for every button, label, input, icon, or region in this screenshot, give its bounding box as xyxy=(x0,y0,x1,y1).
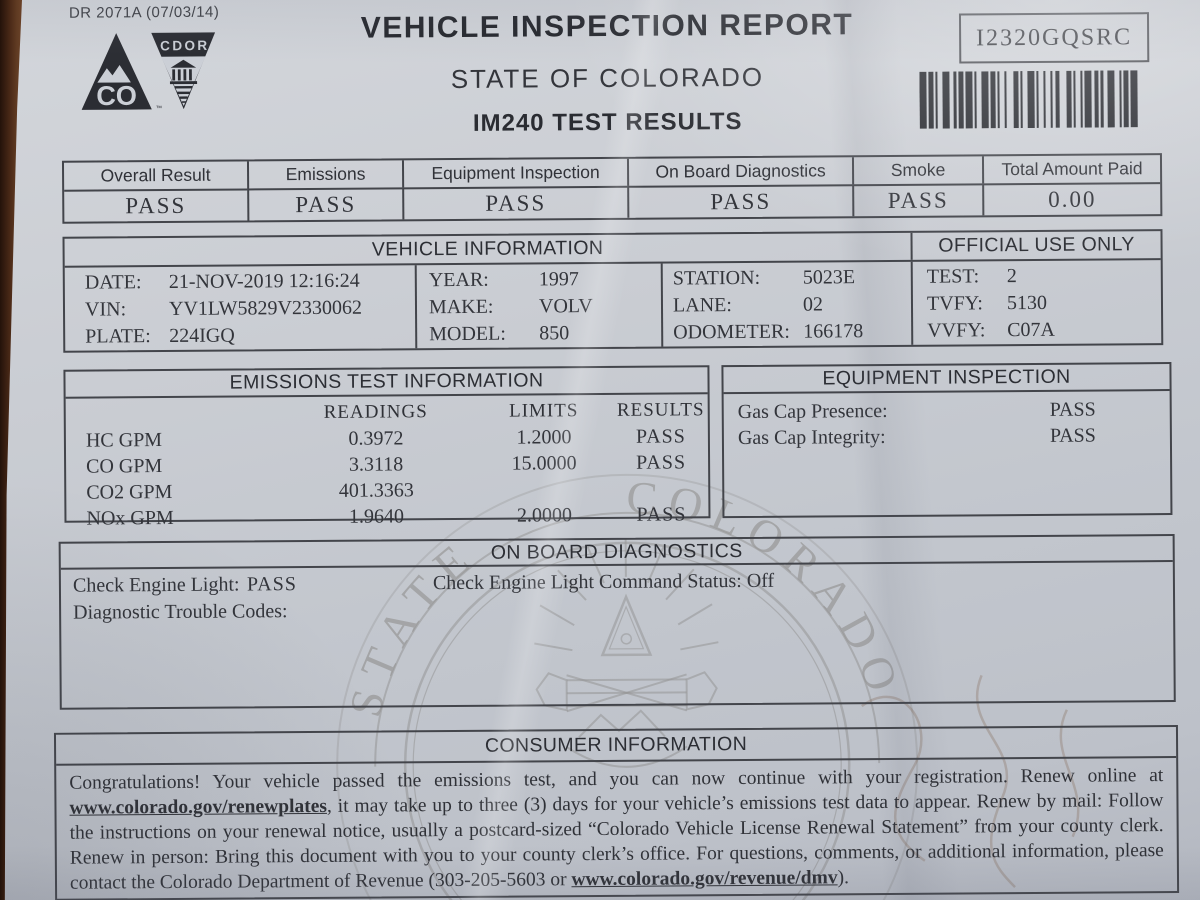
test-value: 2 xyxy=(1006,265,1017,288)
vvfy-label: VVFY: xyxy=(927,319,986,342)
emissions-result-value: PASS xyxy=(247,187,403,221)
amount-paid-value: 0.00 xyxy=(982,182,1161,216)
smoke-result-value: PASS xyxy=(852,183,983,217)
vin-label: VIN: xyxy=(84,298,127,321)
logo-co-text: CO xyxy=(96,80,137,111)
date-label: DATE: xyxy=(84,271,142,294)
official-use-section: TEST: 2 TVFY: 5130 VVFY: C07A xyxy=(913,260,1162,345)
results-col-amount: Total Amount Paid xyxy=(981,155,1161,184)
year-label: YEAR: xyxy=(428,268,489,292)
gas-cap-presence-row: Gas Cap Presence: PASS xyxy=(737,398,1096,424)
results-col-obd: On Board Diagnostics xyxy=(626,157,853,186)
lane-label: LANE: xyxy=(672,294,732,317)
emissions-row-nox: NOx GPM 1.9640 2.0000 PASS xyxy=(86,503,687,530)
station-label: STATION: xyxy=(672,266,761,290)
vvfy-value: C07A xyxy=(1007,318,1056,342)
vehicle-info-col-3: STATION: 5023E LANE: 02 ODOMETER: 166178 xyxy=(662,261,914,347)
report-title: VEHICLE INSPECTION REPORT xyxy=(360,8,854,45)
overall-result-value: PASS xyxy=(64,188,248,222)
plate-label: PLATE: xyxy=(85,325,151,348)
odometer-label: ODOMETER: xyxy=(673,320,790,344)
consumer-information-section: CONSUMER INFORMATION Congratulations! Yo… xyxy=(53,724,1180,900)
make-label: MAKE: xyxy=(428,295,494,319)
svg-text:™: ™ xyxy=(156,105,162,111)
model-value: 850 xyxy=(539,322,570,345)
obd-result-value: PASS xyxy=(627,184,853,218)
results-col-overall: Overall Result xyxy=(100,164,211,186)
limits-header: LIMITS xyxy=(508,400,579,422)
tvfy-value: 5130 xyxy=(1006,291,1048,315)
date-value: 21-NOV-2019 12:16:24 xyxy=(168,269,360,294)
obd-title: ON BOARD DIAGNOSTICS xyxy=(60,536,1173,570)
year-value: 1997 xyxy=(538,268,579,291)
vin-value: YV1LW5829V2330062 xyxy=(168,296,363,321)
link-revenue-dmv: www.colorado.gov/revenue/dmv xyxy=(571,867,838,891)
results-col-equipment: Equipment Inspection xyxy=(401,158,628,188)
consumer-text-3: ). xyxy=(837,867,850,889)
vehicle-info-col-1: DATE: 21-NOV-2019 12:16:24 VIN: YV1LW5829V… xyxy=(64,265,418,351)
readings-header: READINGS xyxy=(323,401,428,423)
report-id-box: I2320GQSRC xyxy=(958,12,1150,64)
cdor-logo-icon: CO CDOR ™ xyxy=(81,32,216,112)
results-value-row: PASS PASS PASS PASS PASS 0.00 xyxy=(64,182,1161,222)
check-engine-light-label: Check Engine Light: xyxy=(72,573,240,597)
vehicle-information-title: VEHICLE INFORMATION xyxy=(64,232,913,266)
equipment-inspection-title: EQUIPMENT INSPECTION xyxy=(723,364,1170,395)
results-header: RESULTS xyxy=(616,399,705,421)
vehicle-info-col-2: YEAR: 1997 MAKE: VOLV MODEL: 850 xyxy=(416,263,664,349)
gas-cap-integrity-value: PASS xyxy=(1049,424,1096,447)
gas-cap-integrity-row: Gas Cap Integrity: PASS xyxy=(737,424,1096,450)
barcode xyxy=(919,70,1145,129)
vehicle-information-section: VEHICLE INFORMATION OFFICIAL USE ONLY DA… xyxy=(62,229,1164,353)
station-value: 5023E xyxy=(802,266,856,289)
results-col-smoke: Smoke xyxy=(851,156,983,185)
emissions-test-section: EMISSIONS TEST INFORMATION READINGS LIMI… xyxy=(63,365,711,530)
command-status-label: Check Engine Light Command Status: xyxy=(432,570,742,595)
link-renewplates: www.colorado.gov/renewplates xyxy=(69,795,328,819)
command-status: Check Engine Light Command Status: Off xyxy=(433,570,774,595)
make-value: VOLV xyxy=(538,295,593,318)
logo-cdor-text: CDOR xyxy=(160,38,210,53)
state-name: STATE OF COLORADO xyxy=(450,61,765,95)
report-type: IM240 TEST RESULTS xyxy=(472,107,743,137)
command-status-value: Off xyxy=(746,569,775,592)
state-seal-watermark-icon: STATE COLORADO xyxy=(336,469,919,900)
obd-section: ON BOARD DIAGNOSTICS Check Engine Light:… xyxy=(58,533,1176,710)
model-label: MODEL: xyxy=(429,322,506,346)
check-engine-light-value: PASS xyxy=(246,573,297,596)
test-label: TEST: xyxy=(926,265,980,288)
lane-value: 02 xyxy=(802,293,824,316)
odometer-value: 166178 xyxy=(803,320,864,343)
form-number: DR 2071A (07/03/14) xyxy=(68,3,220,22)
results-col-emissions: Emissions xyxy=(246,160,403,189)
gas-cap-presence-value: PASS xyxy=(1049,398,1096,421)
official-use-title: OFFICIAL USE ONLY xyxy=(938,233,1135,257)
results-summary-table: Overall Result Emissions Equipment Inspe… xyxy=(61,153,1163,224)
stain-marks xyxy=(861,674,1080,889)
diagnostic-trouble-codes-label: Diagnostic Trouble Codes: xyxy=(73,600,288,624)
tvfy-label: TVFY: xyxy=(926,292,984,315)
consumer-text-1: Congratulations! Your vehicle passed the… xyxy=(69,765,1164,794)
report-id: I2320GQSRC xyxy=(976,23,1133,51)
equipment-result-value: PASS xyxy=(402,185,628,220)
consumer-paragraph: Congratulations! Your vehicle passed the… xyxy=(56,758,1177,896)
equipment-inspection-section: EQUIPMENT INSPECTION Gas Cap Presence: P… xyxy=(721,362,1173,519)
plate-value: 224IGQ xyxy=(169,324,235,348)
